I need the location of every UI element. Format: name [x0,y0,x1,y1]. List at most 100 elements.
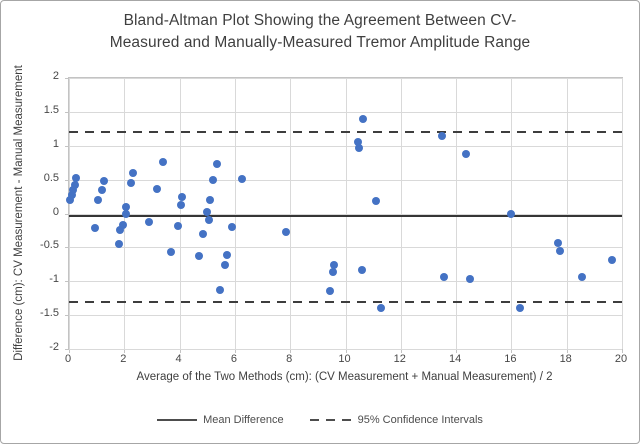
data-point [67,191,76,200]
y-tick-mark [65,247,69,249]
chart-title: Bland-Altman Plot Showing the Agreement … [1,10,639,55]
data-point [127,179,136,187]
solid-line-icon [157,419,198,421]
data-point [577,273,586,282]
data-point [128,168,137,177]
data-point [178,192,187,201]
data-point [208,175,217,184]
y-tick-label: -0.5 [40,239,59,252]
legend-ci-label: 95% Confidence Intervals [357,414,483,426]
y-gridline [69,179,622,181]
x-tick-label: 10 [338,353,351,365]
data-point [608,255,617,264]
data-point [461,149,470,158]
data-point [212,160,221,169]
data-point [507,209,516,218]
dashed-line-icon [309,419,352,421]
data-point [554,238,563,247]
y-tick-label: -2 [49,341,59,353]
legend: Mean Difference 95% Confidence Intervals [1,414,639,426]
data-point [121,209,130,218]
data-point [206,195,214,204]
data-point [91,223,100,232]
x-tick-mark [179,349,181,353]
data-point [66,195,75,204]
y-gridline [69,315,622,317]
x-tick-mark [345,349,347,353]
data-point [439,272,448,281]
x-tick-label: 16 [504,353,517,365]
legend-mean-label: Mean Difference [203,414,284,426]
data-point [326,287,335,296]
plot-area [65,77,623,353]
data-point [118,221,127,230]
x-gridline [622,78,623,349]
y-tick-label: 2 [52,70,59,82]
data-point [237,174,246,183]
upper-ci-line [69,131,622,134]
x-tick-mark [400,349,402,353]
x-tick-mark [234,349,236,353]
y-tick-mark [65,111,69,113]
y-tick-label: 1.5 [43,103,59,116]
y-gridline [69,111,622,113]
data-point [145,218,154,227]
data-point [330,260,339,269]
data-point [203,208,212,217]
y-gridline [69,247,622,249]
data-point [174,221,183,230]
data-point [121,203,130,212]
y-tick-label: 0.5 [43,171,59,184]
y-tick-mark [65,179,69,181]
x-tick-label: 2 [120,353,127,365]
y-tick-label: -1.5 [40,307,59,320]
data-point [228,223,237,232]
data-point [371,197,380,206]
chart-title-line2: Measured and Manually-Measured Tremor Am… [109,34,531,52]
x-tick-label: 4 [175,353,182,365]
data-point [377,304,386,313]
data-point [465,274,474,283]
data-point [355,143,364,152]
x-tick-label: 18 [559,353,572,365]
data-point [176,201,185,210]
data-point [70,181,79,190]
x-tick-label: 14 [448,353,462,365]
y-tick-label: 0 [52,205,59,218]
x-tick-mark [69,349,70,353]
y-tick-label: -1 [49,273,59,286]
data-point [199,229,208,238]
data-point [222,250,231,259]
data-point [215,286,224,295]
data-point [99,176,108,185]
y-gridline [69,349,622,350]
mean-difference-line [69,215,622,218]
x-tick-mark [566,349,568,353]
x-tick-mark [622,349,623,353]
data-point [358,265,367,274]
data-point [555,246,564,255]
legend-item-mean: Mean Difference [157,414,284,426]
x-tick-label: 0 [64,353,72,365]
y-tick-label: 1 [52,137,59,150]
x-tick-mark [511,349,513,353]
data-point [329,268,338,277]
chart-title-line1: Bland-Altman Plot Showing the Agreement … [123,12,517,29]
data-point [221,260,230,269]
x-tick-mark [124,349,126,353]
data-point [159,158,167,166]
data-point [359,114,368,123]
y-gridline [69,78,622,79]
data-point [167,248,176,257]
data-point [515,303,524,312]
data-point [116,225,125,234]
data-point [282,227,291,236]
data-point [153,185,162,194]
data-point [353,138,362,147]
x-tick-label: 12 [393,353,406,365]
y-tick-mark [65,145,69,147]
data-point [114,239,123,248]
data-point [438,131,447,140]
y-tick-mark [65,315,69,317]
